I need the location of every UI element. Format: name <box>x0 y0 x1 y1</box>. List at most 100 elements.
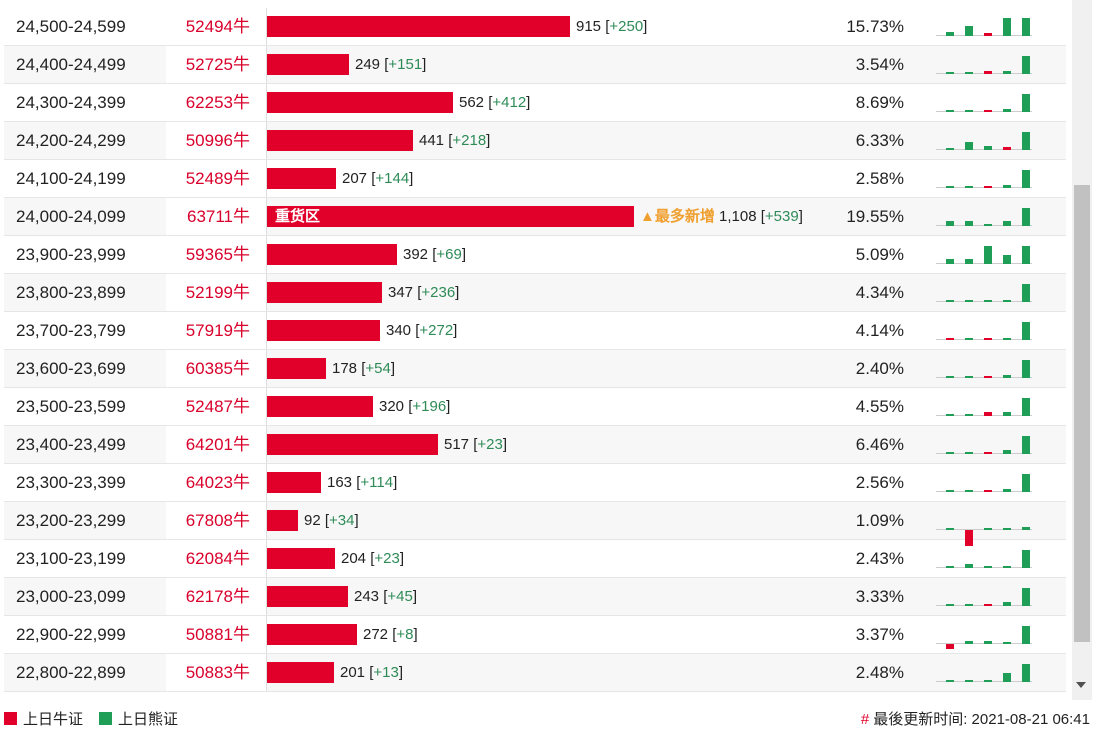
warrant-code[interactable]: 52494牛 <box>166 8 266 45</box>
bear-swatch-icon <box>99 712 113 725</box>
sparkline-bar <box>984 566 992 568</box>
percentage: 6.33% <box>855 131 904 150</box>
volume-bar-cell: 重货区 ▲最多新增 1,108 [+539] <box>266 198 827 235</box>
sparkline <box>936 198 1036 235</box>
warrant-code[interactable]: 50996牛 <box>166 122 266 159</box>
sparkline <box>936 160 1036 197</box>
table-row[interactable]: 23,900-23,999 59365牛 392 [+69] 5.09% <box>4 236 1066 274</box>
volume-count: 163 <box>327 474 353 491</box>
volume-bar <box>267 434 438 455</box>
table-row[interactable]: 23,800-23,899 52199牛 347 [+236] 4.34% <box>4 274 1066 312</box>
sparkline-bar <box>1022 322 1030 340</box>
vertical-scrollbar[interactable] <box>1072 0 1092 700</box>
percentage: 3.37% <box>855 625 904 644</box>
warrant-code[interactable]: 64023牛 <box>166 464 266 501</box>
volume-bar <box>267 54 349 75</box>
warrant-code[interactable]: 59365牛 <box>166 236 266 273</box>
sparkline-bar <box>984 186 992 188</box>
volume-change: +151 <box>388 56 423 73</box>
legend: 上日牛证 上日熊证 <box>4 708 194 729</box>
sparkline-bar <box>1022 527 1030 530</box>
sparkline-bar <box>984 33 992 36</box>
volume-bar-cell: 915 [+250] <box>266 8 827 45</box>
table-row[interactable]: 23,100-23,199 62084牛 204 [+23] 2.43% <box>4 540 1066 578</box>
table-row[interactable]: 24,200-24,299 50996牛 441 [+218] 6.33% <box>4 122 1066 160</box>
scrollbar-thumb[interactable] <box>1074 185 1090 642</box>
bull-swatch-icon <box>4 712 17 725</box>
sparkline-bar <box>946 680 954 682</box>
table-row[interactable]: 23,000-23,099 62178牛 243 [+45] 3.33% <box>4 578 1066 616</box>
volume-count: 272 <box>363 626 389 643</box>
warrant-code[interactable]: 52489牛 <box>166 160 266 197</box>
sparkline-bar <box>984 376 992 378</box>
sparkline-bar <box>1003 221 1011 226</box>
volume-count: 249 <box>355 56 381 73</box>
table-row[interactable]: 24,100-24,199 52489牛 207 [+144] 2.58% <box>4 160 1066 198</box>
table-row[interactable]: 23,300-23,399 64023牛 163 [+114] 2.56% <box>4 464 1066 502</box>
sparkline-bar <box>1022 132 1030 150</box>
table-row[interactable]: 23,700-23,799 57919牛 340 [+272] 4.14% <box>4 312 1066 350</box>
volume-bar <box>267 282 382 303</box>
table-row[interactable]: 23,400-23,499 64201牛 517 [+23] 6.46% <box>4 426 1066 464</box>
sparkline-bar <box>1022 550 1030 568</box>
warrant-code[interactable]: 57919牛 <box>166 312 266 349</box>
scroll-down-arrow-icon[interactable] <box>1076 682 1086 688</box>
volume-text: 272 [+8] <box>363 626 418 643</box>
volume-bar <box>267 396 373 417</box>
warrant-code[interactable]: 50883牛 <box>166 654 266 691</box>
sparkline-bar <box>946 186 954 188</box>
warrant-code[interactable]: 52487牛 <box>166 388 266 425</box>
sparkline <box>936 274 1036 311</box>
volume-bar-cell: 207 [+144] <box>266 160 827 197</box>
warrant-code[interactable]: 62178牛 <box>166 578 266 615</box>
table-row[interactable]: 22,900-22,999 50881牛 272 [+8] 3.37% <box>4 616 1066 654</box>
sparkline <box>936 122 1036 159</box>
table-row[interactable]: 24,000-24,099 63711牛 重货区 ▲最多新增 1,108 [+539]… <box>4 198 1066 236</box>
warrant-code[interactable]: 63711牛 <box>166 198 266 235</box>
table-row[interactable]: 24,300-24,399 62253牛 562 [+412] 8.69% <box>4 84 1066 122</box>
volume-bar-cell: 272 [+8] <box>266 616 827 653</box>
sparkline-bar <box>1022 208 1030 226</box>
warrant-code[interactable]: 64201牛 <box>166 426 266 463</box>
percentage: 3.33% <box>855 587 904 606</box>
warrant-code[interactable]: 67808牛 <box>166 502 266 539</box>
sparkline-bar <box>1003 566 1011 568</box>
warrant-code[interactable]: 62084牛 <box>166 540 266 577</box>
volume-text: 517 [+23] <box>444 436 507 453</box>
volume-text: ▲最多新增 1,108 [+539] <box>640 208 803 225</box>
sparkline-bar <box>965 641 973 644</box>
volume-count: 392 <box>403 246 429 263</box>
sparkline <box>936 540 1036 577</box>
sparkline-bar <box>965 338 973 340</box>
volume-bar-cell: 92 [+34] <box>266 502 827 539</box>
volume-text: 201 [+13] <box>340 664 403 681</box>
volume-bar <box>267 358 326 379</box>
warrant-code[interactable]: 52725牛 <box>166 46 266 83</box>
table-row[interactable]: 24,500-24,599 52494牛 915 [+250] 15.73% <box>4 8 1066 46</box>
table-row[interactable]: 23,600-23,699 60385牛 178 [+54] 2.40% <box>4 350 1066 388</box>
sparkline-bar <box>965 414 973 416</box>
table-rows: 24,500-24,599 52494牛 915 [+250] 15.73% 24,40… <box>4 8 1066 692</box>
sparkline <box>936 312 1036 349</box>
sparkline-bar <box>946 566 954 568</box>
warrant-code[interactable]: 52199牛 <box>166 274 266 311</box>
table-row[interactable]: 24,400-24,499 52725牛 249 [+151] 3.54% <box>4 46 1066 84</box>
price-range: 24,100-24,199 <box>16 169 126 188</box>
warrant-code[interactable]: 62253牛 <box>166 84 266 121</box>
price-range: 23,100-23,199 <box>16 549 126 568</box>
sparkline-bar <box>1003 528 1011 530</box>
sparkline-bar <box>984 224 992 226</box>
table-row[interactable]: 23,500-23,599 52487牛 320 [+196] 4.55% <box>4 388 1066 426</box>
warrant-code[interactable]: 50881牛 <box>166 616 266 653</box>
sparkline-bar <box>984 300 992 302</box>
percentage: 2.58% <box>855 169 904 188</box>
table-row[interactable]: 23,200-23,299 67808牛 92 [+34] 1.09% <box>4 502 1066 546</box>
sparkline-bar <box>965 376 973 378</box>
sparkline-bar <box>946 300 954 302</box>
table-row[interactable]: 22,800-22,899 50883牛 201 [+13] 2.48% <box>4 654 1066 692</box>
sparkline-bar <box>965 72 973 74</box>
volume-count: 915 <box>576 18 602 35</box>
sparkline-bar <box>1022 18 1030 36</box>
warrant-code[interactable]: 60385牛 <box>166 350 266 387</box>
heavy-zone-label: 重货区 <box>275 208 321 225</box>
